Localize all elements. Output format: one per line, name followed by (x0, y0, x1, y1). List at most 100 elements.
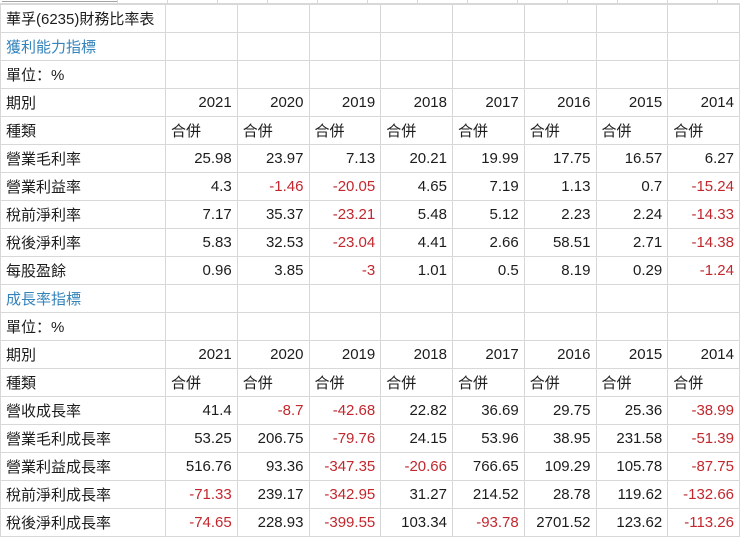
year-cell-2018: 2018 (380, 340, 453, 369)
year-cell-2017: 2017 (452, 340, 525, 369)
title-row: 華孚(6235)財務比率表 (0, 4, 740, 33)
metric-label: 營業利益成長率 (0, 452, 166, 481)
value-cell: -23.21 (308, 200, 382, 229)
page-title: 華孚(6235)財務比率表 (0, 4, 166, 33)
section-link-profitability[interactable]: 獲利能力指標 (0, 32, 166, 61)
value-cell: 231.58 (595, 424, 669, 453)
value-cell: 123.62 (595, 508, 669, 537)
value-cell: -87.75 (667, 452, 740, 481)
value-cell: 25.36 (595, 396, 669, 425)
empty-cell (595, 4, 669, 33)
value-cell: 2.66 (452, 228, 525, 257)
value-cell: -38.99 (667, 396, 740, 425)
value-cell: 1.13 (523, 172, 597, 201)
value-cell: -15.24 (667, 172, 740, 201)
empty-cell (523, 60, 597, 89)
year-cell-2016: 2016 (523, 88, 597, 117)
empty-cell (308, 32, 382, 61)
metric-label: 稅後淨利率 (0, 228, 166, 257)
value-cell: 103.34 (380, 508, 453, 537)
empty-cell (236, 284, 310, 313)
type-cell: 合併 (236, 368, 310, 397)
period-label: 期別 (0, 88, 166, 117)
metric-label: 稅前淨利率 (0, 200, 166, 229)
metric-label: 稅後淨利成長率 (0, 508, 166, 537)
section-link-growth[interactable]: 成長率指標 (0, 284, 166, 313)
empty-cell (308, 4, 382, 33)
type-cell: 合併 (165, 368, 238, 397)
value-cell: -20.05 (308, 172, 382, 201)
value-cell: 214.52 (452, 480, 525, 509)
empty-cell (523, 312, 597, 341)
value-cell: 16.57 (595, 144, 669, 173)
empty-cell (595, 60, 669, 89)
year-cell-2017: 2017 (452, 88, 525, 117)
empty-cell (380, 284, 453, 313)
value-cell: -132.66 (667, 480, 740, 509)
value-cell: 2.23 (523, 200, 597, 229)
value-cell: 53.96 (452, 424, 525, 453)
empty-cell (667, 32, 740, 61)
empty-cell (595, 284, 669, 313)
empty-cell (667, 312, 740, 341)
empty-cell (667, 60, 740, 89)
type-label: 種類 (0, 116, 166, 145)
value-cell: -3 (308, 256, 382, 285)
value-cell: 3.85 (236, 256, 310, 285)
value-cell: 17.75 (523, 144, 597, 173)
value-cell: 22.82 (380, 396, 453, 425)
unit-row-profitability: 單位：% (0, 60, 740, 89)
type-row-growth: 種類 合併 合併 合併 合併 合併 合併 合併 合併 (0, 368, 740, 397)
value-cell: 239.17 (236, 480, 310, 509)
value-cell: 0.96 (165, 256, 238, 285)
data-row-profitability-1: 營業利益率 4.3 -1.46 -20.05 4.65 7.19 1.13 0.7 -15.24 (0, 172, 740, 201)
data-row-profitability-3: 稅後淨利率 5.83 32.53 -23.04 4.41 2.66 58.51 2.71 -14… (0, 228, 740, 257)
value-cell: 7.17 (165, 200, 238, 229)
empty-cell (667, 284, 740, 313)
empty-cell (523, 4, 597, 33)
section-header-row-profitability: 獲利能力指標 (0, 32, 740, 61)
value-cell: -1.24 (667, 256, 740, 285)
value-cell: 93.36 (236, 452, 310, 481)
value-cell: 2701.52 (523, 508, 597, 537)
value-cell: 7.19 (452, 172, 525, 201)
value-cell: 25.98 (165, 144, 238, 173)
type-cell: 合併 (308, 116, 382, 145)
data-row-profitability-2: 稅前淨利率 7.17 35.37 -23.21 5.48 5.12 2.23 2.24 -14.… (0, 200, 740, 229)
value-cell: 58.51 (523, 228, 597, 257)
value-cell: 1.01 (380, 256, 453, 285)
year-cell-2014: 2014 (667, 340, 740, 369)
value-cell: -42.68 (308, 396, 382, 425)
value-cell: 29.75 (523, 396, 597, 425)
value-cell: 28.78 (523, 480, 597, 509)
period-label: 期別 (0, 340, 166, 369)
type-cell: 合併 (595, 368, 669, 397)
value-cell: -74.65 (165, 508, 238, 537)
empty-cell (165, 60, 238, 89)
unit-row-growth: 單位：% (0, 312, 740, 341)
type-cell: 合併 (236, 116, 310, 145)
value-cell: 516.76 (165, 452, 238, 481)
type-cell: 合併 (595, 116, 669, 145)
value-cell: 0.7 (595, 172, 669, 201)
empty-cell (380, 312, 453, 341)
type-cell: 合併 (380, 116, 453, 145)
empty-cell (380, 4, 453, 33)
value-cell: 5.48 (380, 200, 453, 229)
value-cell: 0.29 (595, 256, 669, 285)
value-cell: -14.38 (667, 228, 740, 257)
empty-cell (452, 60, 525, 89)
data-row-growth-3: 稅前淨利成長率 -71.33 239.17 -342.95 31.27 214.52 28.… (0, 480, 740, 509)
financial-ratio-table: 華孚(6235)財務比率表 獲利能力指標 單位：% 期別 2021 2020 2019 201… (0, 4, 740, 537)
metric-label: 營業毛利成長率 (0, 424, 166, 453)
value-cell: 0.5 (452, 256, 525, 285)
year-cell-2015: 2015 (595, 340, 669, 369)
value-cell: -14.33 (667, 200, 740, 229)
value-cell: 7.13 (308, 144, 382, 173)
empty-cell (165, 4, 238, 33)
year-cell-2014: 2014 (667, 88, 740, 117)
metric-label: 營業利益率 (0, 172, 166, 201)
type-row-profitability: 種類 合併 合併 合併 合併 合併 合併 合併 合併 (0, 116, 740, 145)
value-cell: 119.62 (595, 480, 669, 509)
